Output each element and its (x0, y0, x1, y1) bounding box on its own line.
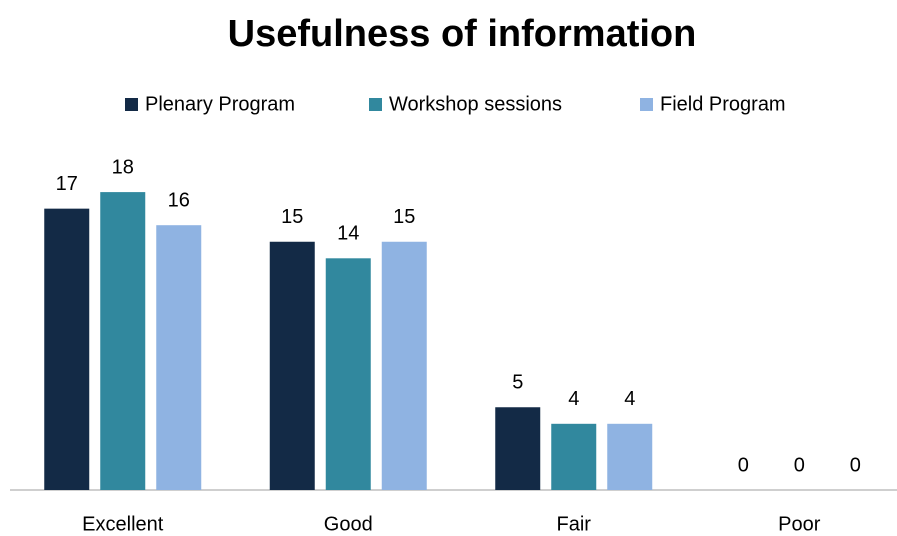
bar (325, 258, 371, 490)
bar (495, 407, 541, 490)
value-label: 5 (512, 372, 523, 394)
chart-title: Usefulness of information (228, 13, 697, 55)
x-tick-label: Excellent (82, 513, 164, 535)
bar (607, 423, 653, 490)
bar (100, 192, 146, 490)
legend-swatch (640, 98, 653, 111)
legend-label: Field Program (660, 93, 786, 115)
value-label: 0 (738, 454, 749, 476)
bar (551, 423, 597, 490)
bar (381, 241, 427, 490)
value-label: 4 (624, 388, 635, 410)
value-label: 15 (281, 206, 303, 228)
value-label: 17 (56, 173, 78, 195)
value-label: 4 (568, 388, 579, 410)
legend-label: Plenary Program (145, 93, 295, 115)
legend-swatch (369, 98, 382, 111)
value-label: 16 (168, 189, 190, 211)
value-label: 14 (337, 223, 359, 245)
value-label: 0 (794, 454, 805, 476)
x-tick-label: Fair (557, 513, 592, 535)
value-label: 18 (112, 156, 134, 178)
legend-swatch (125, 98, 138, 111)
bar (156, 225, 202, 490)
x-tick-label: Poor (778, 513, 821, 535)
value-label: 0 (850, 454, 861, 476)
value-label: 15 (393, 206, 415, 228)
legend-label: Workshop sessions (389, 93, 562, 115)
x-tick-label: Good (324, 513, 373, 535)
bar (269, 241, 315, 490)
bar (44, 208, 90, 490)
